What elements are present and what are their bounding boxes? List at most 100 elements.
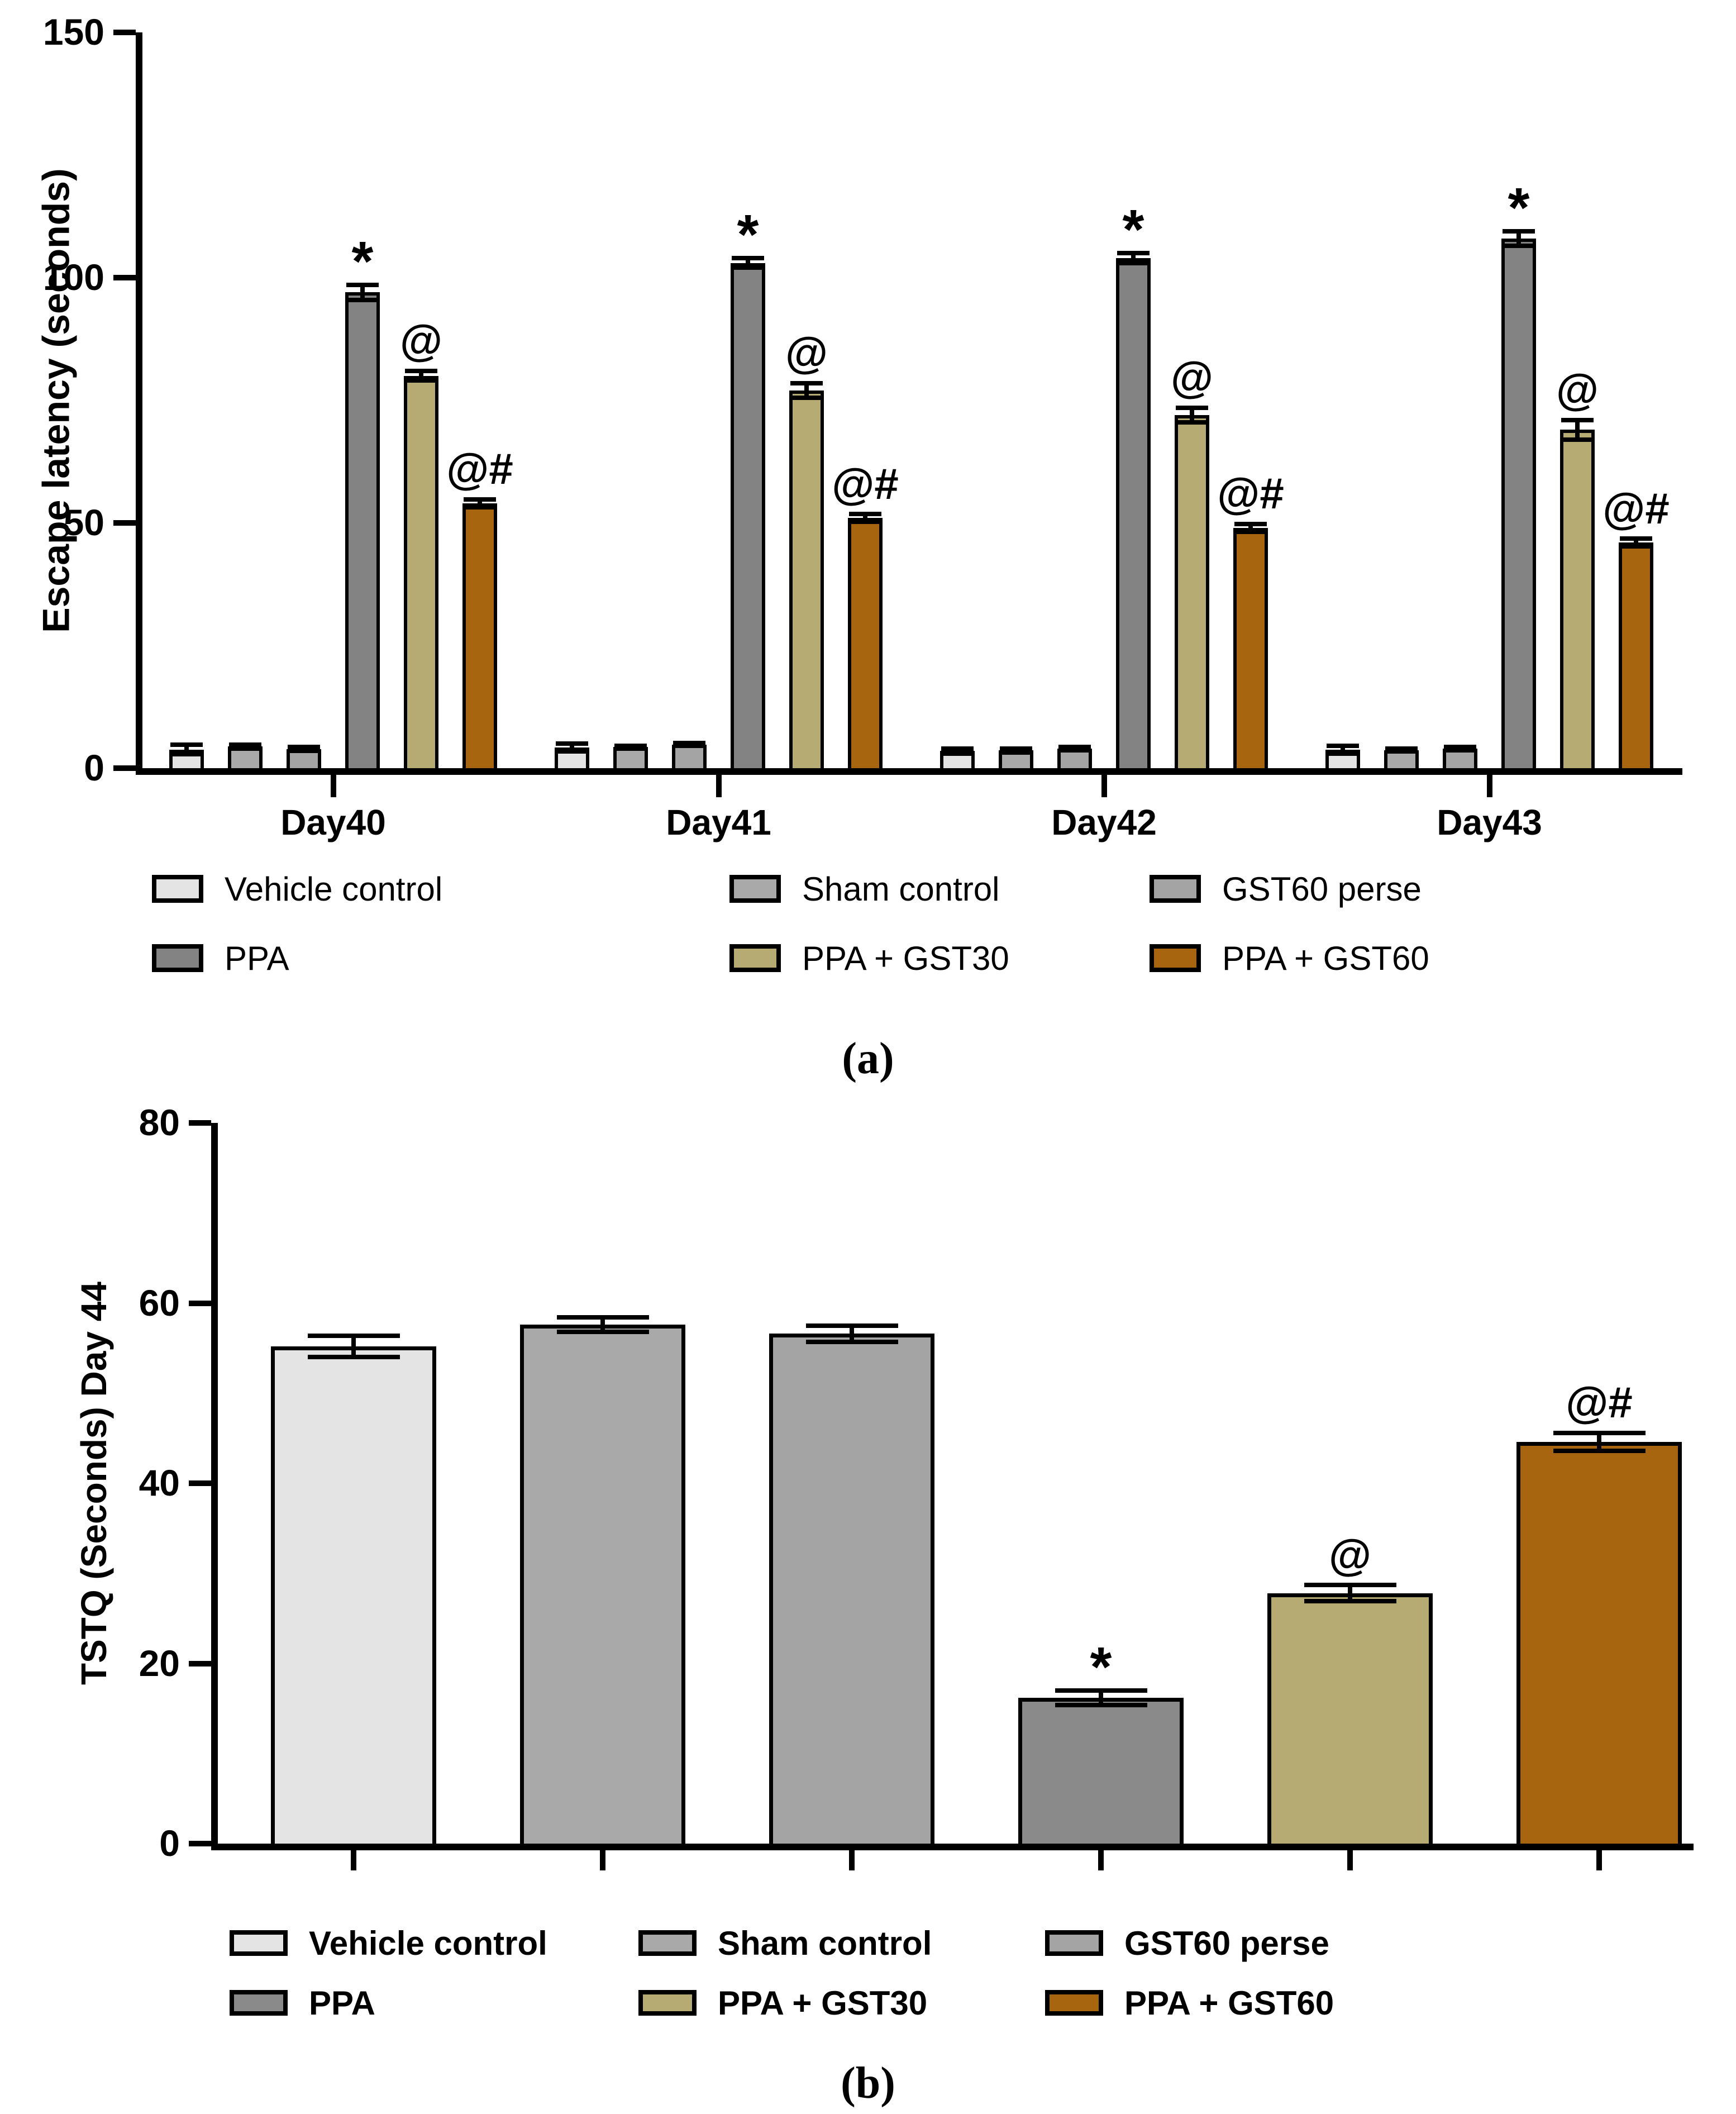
error-bar-cap-bottom [1561,437,1594,442]
legend-swatch-ppa [152,944,203,972]
bar-ppa-gst60 [1233,527,1268,768]
error-bar-stem [746,258,750,268]
error-bar-cap-bottom [941,751,974,756]
y-tick-b [189,1480,211,1486]
bar-gst60-perse [672,744,707,768]
error-bar-cap-bottom [849,520,881,525]
legend-swatch-sham-control [638,1930,697,1956]
error-bar-stem [351,1335,356,1358]
x-axis-line-b [211,1844,1694,1850]
error-bar-stem [1341,745,1345,754]
error-bar-stem [1348,1585,1352,1602]
error-bar-stem [1190,407,1194,422]
y-axis-line-b [211,1123,218,1850]
error-bar-cap-top [849,512,881,517]
error-bar-cap-top [1176,405,1208,410]
bar-ppa-gst30 [1560,430,1595,768]
error-bar-stem [850,1325,854,1342]
y-tick-label-a: 0 [84,747,104,789]
error-bar-cap-top [1503,228,1535,234]
error-bar-stem [955,748,960,754]
error-bar-stem [1248,523,1253,532]
bar-vehicle-control [271,1346,436,1844]
error-bar-stem [1131,253,1136,263]
bar-gst60-perse [769,1334,934,1844]
error-bar-cap-bottom [1444,747,1476,753]
bar-ppa-gst30 [789,390,824,768]
significance-annotation: * [737,203,759,266]
error-bar-stem [184,744,189,755]
y-tick-a [113,765,136,771]
legend-swatch-ppa [230,1990,288,2016]
error-bar-cap-bottom [790,396,823,401]
bar-ppa-gst30 [404,375,438,768]
error-bar-cap-bottom [1117,260,1150,265]
error-bar-cap-bottom [1055,1702,1147,1707]
bar-ppa [1501,238,1536,768]
legend-label-gst60-perse: GST60 perse [1124,1924,1329,1962]
significance-annotation: @# [1566,1378,1633,1427]
error-bar-stem [600,1317,605,1332]
error-bar-cap-bottom [1503,243,1535,248]
error-bar-stem [863,514,867,522]
error-bar-cap-top [170,742,203,747]
error-bar-cap-top [1385,746,1418,751]
x-tick-b [351,1850,356,1870]
error-bar-stem [419,370,423,381]
error-bar-cap-bottom [1620,544,1652,549]
significance-annotation: @ [785,328,828,378]
error-bar-cap-bottom [1385,749,1418,754]
x-category-label: Day40 [280,802,386,842]
error-bar-cap-top [614,743,647,748]
bar-ppa-gst60 [462,503,497,768]
bar-ppa [1018,1697,1184,1844]
error-bar-cap-bottom [673,744,705,749]
significance-annotation: @ [1556,365,1599,415]
legend-label-ppa-gst60: PPA + GST60 [1222,939,1429,977]
significance-annotation: * [1122,198,1144,261]
x-category-label: Day41 [666,802,771,842]
x-tick-a [1486,775,1492,797]
error-bar-cap-top [556,741,588,746]
error-bar-cap-top [1055,1688,1147,1693]
error-bar-stem [1516,231,1521,246]
legend-label-gst60-perse: GST60 perse [1222,870,1422,908]
legend-label-ppa: PPA [309,1984,375,2022]
significance-annotation: @# [1603,483,1670,533]
error-bar-cap-bottom [405,378,437,383]
x-tick-b [1347,1850,1353,1870]
y-tick-label-a: 150 [42,11,104,53]
error-bar-cap-bottom [805,1339,898,1344]
x-tick-b [1596,1850,1602,1870]
error-bar-cap-top [1058,745,1091,750]
x-category-label: Day42 [1051,802,1157,842]
error-bar-cap-bottom [464,504,496,510]
error-bar-cap-top [1620,536,1652,541]
y-tick-label-b: 80 [139,1102,180,1144]
legend-swatch-vehicle-control [152,875,203,903]
error-bar-cap-bottom [732,265,764,270]
error-bar-cap-bottom [307,1355,400,1360]
error-bar-cap-top [1553,1430,1646,1435]
caption-panel-b: (b) [841,2059,895,2108]
error-bar-stem [360,285,365,300]
legend-swatch-sham-control [729,875,781,903]
bar-sham-control [520,1325,685,1844]
error-bar-cap-top [288,745,320,750]
x-category-label: Day43 [1437,802,1542,842]
error-bar-stem [1634,539,1638,547]
y-axis-title-b: TSTQ (Seconds) Day 44 [74,1282,114,1685]
legend-label-ppa-gst30: PPA + GST30 [718,1984,928,2022]
error-bar-cap-top [1000,746,1032,751]
legend-label-sham-control: Sham control [718,1924,932,1962]
significance-annotation: * [1508,176,1530,239]
legend-label-ppa-gst60: PPA + GST60 [1124,1984,1334,2022]
y-tick-b [189,1120,211,1126]
error-bar-cap-top [229,742,261,747]
legend-swatch-ppa-gst60 [1150,944,1201,972]
legend-swatch-vehicle-control [230,1930,288,1956]
error-bar-stem [1099,1690,1103,1705]
bar-ppa-gst60 [1516,1441,1682,1844]
y-tick-label-b: 0 [159,1822,180,1864]
error-bar-cap-top [307,1333,400,1338]
